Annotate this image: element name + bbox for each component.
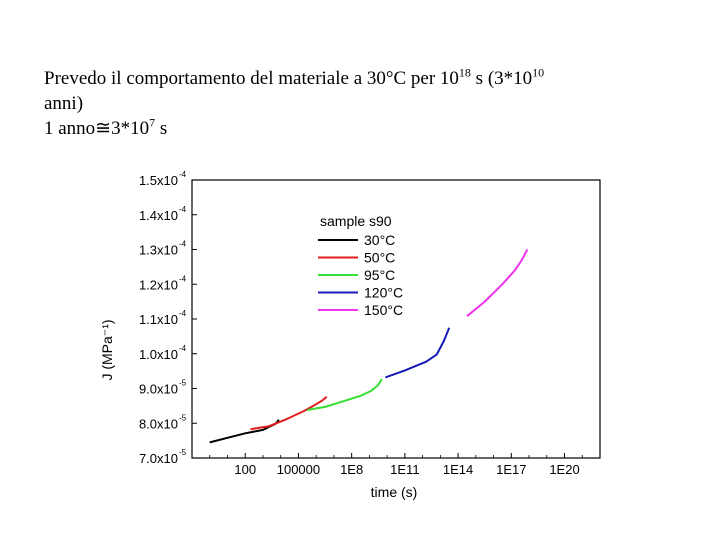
y-tick-label: 7.0x10 xyxy=(139,451,178,466)
y-tick-exponent: -4 xyxy=(179,309,187,318)
y-tick-exponent: -5 xyxy=(179,413,187,422)
chart-axes: 7.0x10 -58.0x10 -59.0x10 -51.0x10 -41.1x10 -4… xyxy=(139,170,601,477)
legend-entry-label: 120°C xyxy=(364,285,403,301)
series-line-50C xyxy=(250,396,328,431)
y-tick-label: 1.5x10 xyxy=(139,173,178,188)
y-tick-exponent: -4 xyxy=(179,274,187,283)
y-tick-exponent: -4 xyxy=(179,344,187,353)
y-tick-label: 1.3x10 xyxy=(139,243,178,258)
legend-title: sample s90 xyxy=(320,213,392,229)
slide-caption: Prevedo il comportamento del materiale a… xyxy=(44,66,704,141)
y-tick-exponent: -5 xyxy=(179,379,187,388)
caption-line-3: 1 anno≅3*107 s xyxy=(44,115,168,139)
y-tick-exponent: -4 xyxy=(179,170,187,179)
y-tick-label: 9.0x10 xyxy=(139,382,178,397)
y-tick-exponent: -4 xyxy=(179,205,187,214)
caption-line-2: anni) xyxy=(44,93,84,114)
plot-frame xyxy=(191,179,601,459)
legend-entry-label: 95°C xyxy=(364,267,395,283)
x-axis-label: time (s) xyxy=(371,484,418,500)
y-tick-label: 1.2x10 xyxy=(139,277,178,292)
x-tick-label: 1E14 xyxy=(443,462,473,477)
y-tick-label: 1.4x10 xyxy=(139,208,178,223)
series-line-120C xyxy=(385,327,451,379)
caption-line-1: Prevedo il comportamento del materiale a… xyxy=(44,65,545,89)
x-tick-label: 1E8 xyxy=(340,462,363,477)
legend-entry-label: 50°C xyxy=(364,250,395,266)
series-line-30C xyxy=(209,419,280,444)
y-tick-label: 8.0x10 xyxy=(139,416,178,431)
x-tick-label: 100 xyxy=(234,462,256,477)
y-tick-label: 1.0x10 xyxy=(139,347,178,362)
chart-series xyxy=(209,249,529,444)
y-tick-exponent: -4 xyxy=(179,240,187,249)
x-tick-label: 100000 xyxy=(277,462,320,477)
x-tick-label: 1E11 xyxy=(390,462,419,477)
y-tick-label: 1.1x10 xyxy=(139,312,178,327)
x-tick-label: 1E17 xyxy=(496,462,526,477)
legend-entry-label: 150°C xyxy=(364,302,403,318)
x-tick-label: 1E20 xyxy=(549,462,579,477)
series-line-95C xyxy=(307,378,383,411)
y-tick-exponent: -5 xyxy=(179,448,187,457)
y-axis-label: J (MPa⁻¹) xyxy=(99,319,115,380)
legend-entry-label: 30°C xyxy=(364,232,395,248)
series-line-150C xyxy=(466,249,529,317)
